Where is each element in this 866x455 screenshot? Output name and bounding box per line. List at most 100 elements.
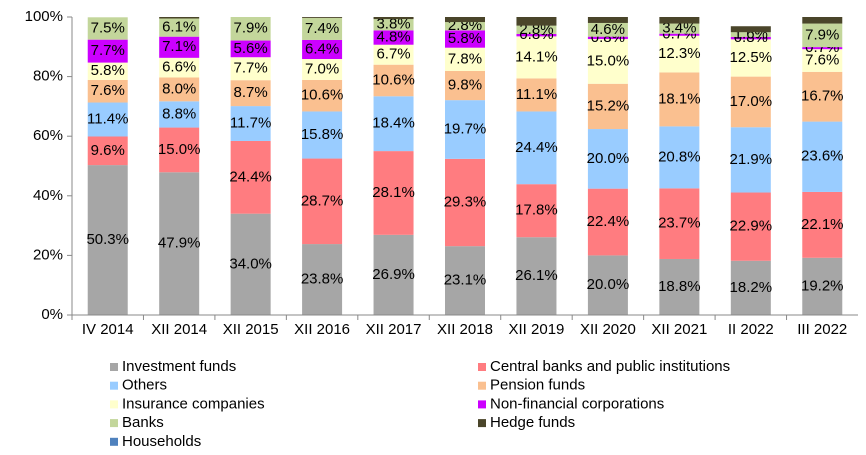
data-label: 20.0% bbox=[587, 276, 630, 293]
data-label: 4.8% bbox=[376, 29, 410, 46]
legend-label: Non-financial corporations bbox=[490, 395, 664, 412]
bar-segment bbox=[302, 17, 343, 40]
legend-swatch bbox=[110, 400, 118, 409]
bar-segment bbox=[659, 258, 700, 315]
bar-segment bbox=[730, 192, 771, 261]
bar-segment bbox=[516, 184, 557, 238]
bar-segment bbox=[302, 39, 343, 60]
bar-segment bbox=[159, 127, 200, 173]
x-tick-label: XII 2018 bbox=[437, 321, 493, 338]
bar-segment bbox=[516, 78, 557, 112]
data-label: 22.1% bbox=[801, 216, 844, 233]
legend-label: Pension funds bbox=[490, 377, 585, 394]
legend-label: Insurance companies bbox=[122, 395, 265, 412]
data-label: 7.4% bbox=[305, 20, 339, 37]
bar-segment bbox=[445, 30, 485, 48]
bar-segment bbox=[230, 106, 271, 141]
x-tick-label: XII 2020 bbox=[580, 321, 636, 338]
x-tick-label: XII 2015 bbox=[223, 321, 279, 338]
bar-segment bbox=[230, 140, 271, 214]
legend-swatch bbox=[110, 419, 118, 428]
bar-segment bbox=[516, 17, 557, 26]
bar-segment bbox=[659, 188, 700, 259]
data-label: 21.9% bbox=[730, 151, 773, 168]
bar-segment bbox=[802, 47, 843, 50]
data-label: 7.9% bbox=[805, 26, 839, 43]
bar-segment bbox=[230, 17, 271, 41]
data-label: 20.0% bbox=[587, 150, 630, 167]
data-label: 18.1% bbox=[658, 90, 701, 107]
x-tick-label: XII 2017 bbox=[366, 321, 422, 338]
bar-segment bbox=[730, 39, 771, 77]
y-tick-label: 60% bbox=[33, 127, 63, 144]
data-label: 19.2% bbox=[801, 277, 844, 294]
bar-segment bbox=[230, 57, 271, 81]
x-tick-label: III 2022 bbox=[797, 321, 847, 338]
bar-segment bbox=[445, 22, 485, 31]
data-label: 10.6% bbox=[301, 87, 344, 104]
data-label: 22.4% bbox=[587, 213, 630, 230]
data-label: 12.3% bbox=[658, 45, 701, 62]
bar-segment bbox=[587, 22, 628, 37]
bar-segment bbox=[87, 17, 128, 40]
data-label: 9.6% bbox=[91, 142, 125, 159]
bar-segment bbox=[302, 158, 343, 245]
x-tick-label: IV 2014 bbox=[82, 321, 134, 338]
bar-segment bbox=[659, 126, 700, 189]
bar-segment bbox=[373, 64, 414, 97]
data-label: 11.7% bbox=[230, 115, 271, 132]
bar-segment bbox=[87, 62, 128, 80]
bar-segment bbox=[373, 96, 414, 152]
y-tick-label: 0% bbox=[41, 306, 63, 323]
data-label: 24.4% bbox=[229, 168, 272, 185]
bar-segment bbox=[159, 57, 200, 78]
bar-segment bbox=[730, 36, 771, 40]
data-label: 5.8% bbox=[91, 62, 125, 79]
data-label: 34.0% bbox=[229, 255, 272, 272]
bar-segment bbox=[445, 158, 485, 247]
bar-segment bbox=[373, 151, 414, 235]
bar-segment bbox=[445, 100, 485, 159]
bar-segment bbox=[802, 71, 843, 122]
bar-segment bbox=[373, 234, 414, 315]
x-tick-label: II 2022 bbox=[728, 321, 774, 338]
data-label: 16.7% bbox=[801, 88, 844, 105]
data-label: 19.7% bbox=[444, 120, 487, 137]
data-label: 23.7% bbox=[658, 215, 701, 232]
bar-segment bbox=[587, 39, 628, 84]
bar-segment bbox=[659, 23, 700, 34]
bar-segment bbox=[587, 17, 628, 23]
data-label: 10.6% bbox=[372, 71, 415, 88]
bar-segment bbox=[87, 39, 128, 63]
data-label: 5.6% bbox=[234, 40, 268, 57]
legend-swatch bbox=[110, 437, 118, 446]
data-label: 28.7% bbox=[301, 192, 344, 209]
data-label: 47.9% bbox=[158, 235, 201, 252]
legend-label: Hedge funds bbox=[490, 414, 575, 431]
legend-label: Others bbox=[122, 377, 167, 394]
bar-segment bbox=[87, 165, 128, 315]
bar-segment bbox=[730, 26, 771, 33]
data-label: 7.5% bbox=[91, 19, 125, 36]
data-label: 15.8% bbox=[301, 126, 344, 143]
bar-segment bbox=[587, 255, 628, 315]
legend-swatch bbox=[478, 400, 486, 409]
bar-segment bbox=[159, 172, 200, 315]
legend-label: Households bbox=[122, 433, 201, 450]
data-label: 8.7% bbox=[234, 84, 268, 101]
legend-swatch bbox=[478, 381, 486, 390]
bar-segment bbox=[730, 76, 771, 128]
bar-segment bbox=[659, 17, 700, 24]
data-label: 7.7% bbox=[234, 60, 268, 77]
bar-segment bbox=[230, 40, 271, 58]
data-label: 14.1% bbox=[515, 48, 558, 65]
data-label: 23.8% bbox=[301, 271, 344, 288]
data-label: 50.3% bbox=[86, 231, 129, 248]
bar-segment bbox=[373, 30, 414, 45]
bar-segment bbox=[230, 80, 271, 107]
data-label: 20.8% bbox=[658, 148, 701, 165]
bar-segment bbox=[159, 17, 200, 19]
data-label: 23.1% bbox=[444, 272, 487, 289]
bar-segment bbox=[516, 111, 557, 185]
